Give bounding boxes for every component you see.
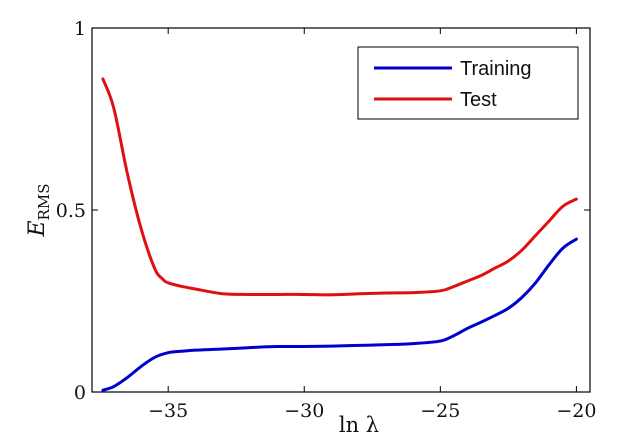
x-axis-label: ln λ	[339, 413, 379, 437]
series-layer	[101, 77, 578, 392]
x-tick-label: −30	[284, 400, 324, 422]
axis-ticks: −35 −30 −25 −20 0 0.5 1	[56, 18, 597, 422]
legend-label-test: Test	[460, 89, 497, 111]
series-line-test	[101, 77, 578, 297]
x-tick-label: −25	[420, 400, 460, 422]
y-tick-label: 0.5	[56, 200, 86, 222]
x-tick-label: −20	[556, 400, 596, 422]
x-tick-label: −35	[148, 400, 188, 422]
y-axis-label-sub: RMS	[35, 184, 53, 221]
legend: Training Test	[357, 46, 579, 120]
y-axis-label-main: E	[25, 220, 50, 237]
axis-labels: ln λ ERMS	[25, 184, 379, 438]
y-axis-label: ERMS	[25, 184, 53, 238]
y-tick-label: 1	[74, 18, 86, 40]
series-line-training	[101, 237, 578, 392]
legend-box	[357, 46, 579, 120]
y-tick-label: 0	[74, 382, 86, 404]
legend-label-training: Training	[460, 58, 532, 80]
